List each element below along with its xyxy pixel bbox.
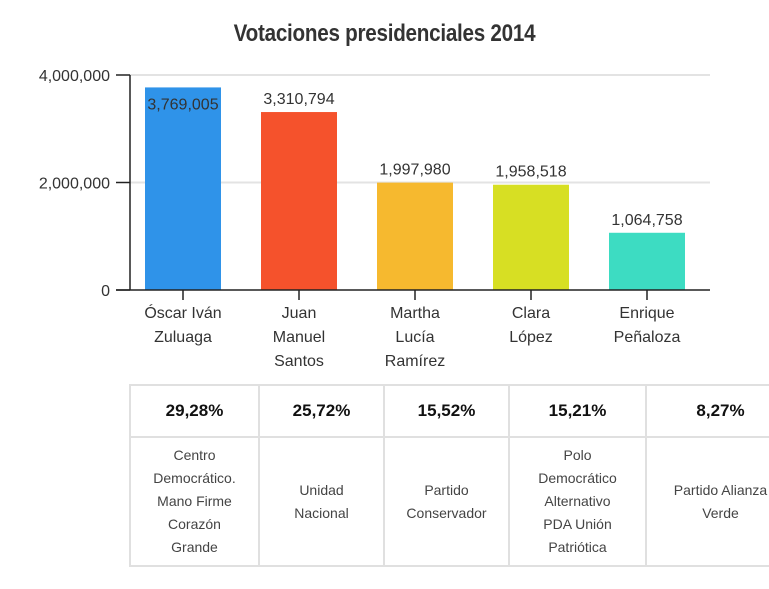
data-label: 3,769,005 <box>147 96 218 113</box>
party-name-line: Verde <box>702 504 739 521</box>
percentage-cell: 8,27% <box>645 384 769 438</box>
party-name-line: Conservador <box>406 504 487 521</box>
y-tick-label: 2,000,000 <box>39 176 110 193</box>
gridlines <box>130 74 710 184</box>
percentage-cell: 29,28% <box>129 384 260 438</box>
x-tick-label: Clara <box>512 305 550 322</box>
bar <box>609 232 685 290</box>
x-tick-label: Martha <box>390 305 440 322</box>
percentage-cell: 25,72% <box>258 384 385 438</box>
percentage-cell: 15,52% <box>383 384 510 438</box>
results-table: 29,28% 25,72% 15,52% 15,21% 8,27% Centro Demo… <box>129 384 769 567</box>
x-tick-label: Manuel <box>273 329 325 346</box>
party-name-line: PDA Unión <box>543 516 612 532</box>
party-cell: Centro Democrático. Mano Firme Corazón Grand… <box>129 436 260 567</box>
x-tick-label: Ramírez <box>385 353 445 370</box>
x-tick-label: Óscar Iván <box>144 303 221 322</box>
bar-chart: 0 2,000,000 4,000,000 3,769,005 Óscar Iván Zu… <box>39 68 710 370</box>
party-row: Centro Democrático. Mano Firme Corazón Grand… <box>129 436 769 567</box>
bar <box>261 112 337 290</box>
party-cell: Polo Democrático Alternativo PDA Unión Patri… <box>508 436 647 567</box>
x-tick-label: Zuluaga <box>154 329 212 346</box>
y-tick-label: 4,000,000 <box>39 68 110 85</box>
bar <box>493 184 569 290</box>
x-tick-label: Juan <box>282 305 317 322</box>
chart-title: Votaciones presidenciales 2014 <box>233 20 536 47</box>
labels: 0 2,000,000 4,000,000 3,769,005 Óscar Iván Zu… <box>39 68 683 370</box>
x-tick-label: Santos <box>274 353 324 370</box>
x-tick-label: Peñaloza <box>614 329 681 346</box>
percentage-row: 29,28% 25,72% 15,52% 15,21% 8,27% <box>129 384 769 438</box>
party-name-line: Democrático. <box>153 470 236 486</box>
party-cell: Partido Alianza Verde <box>645 436 769 567</box>
bar <box>145 87 221 290</box>
bars <box>145 87 685 290</box>
party-name-line: Patriótica <box>548 539 607 555</box>
party-name-line: Partido <box>424 481 469 498</box>
party-cell: Unidad Nacional <box>258 436 385 567</box>
party-name-line: Grande <box>171 539 218 555</box>
data-label: 1,997,980 <box>379 162 450 179</box>
bar <box>377 182 453 290</box>
party-name-line: Polo <box>563 447 592 463</box>
x-tick-label: Enrique <box>619 305 674 322</box>
party-name-line: Mano Firme <box>157 493 232 509</box>
data-label: 1,064,758 <box>611 212 682 229</box>
party-name-line: Nacional <box>294 504 349 521</box>
party-name-line: Unidad <box>299 481 344 498</box>
party-name-line: Democrático <box>538 470 617 486</box>
x-tick-label: Lucía <box>395 329 434 346</box>
data-label: 1,958,518 <box>495 164 566 181</box>
party-name-line: Centro <box>173 447 216 463</box>
party-name-line: Alternativo <box>544 493 611 509</box>
x-tick-label: López <box>509 329 553 346</box>
percentage-cell: 15,21% <box>508 384 647 438</box>
party-name-line: Corazón <box>168 516 221 532</box>
data-label: 3,310,794 <box>263 91 334 108</box>
axes <box>116 74 710 300</box>
party-cell: Partido Conservador <box>383 436 510 567</box>
party-name-line: Partido Alianza <box>673 481 768 498</box>
y-tick-label: 0 <box>101 283 110 300</box>
